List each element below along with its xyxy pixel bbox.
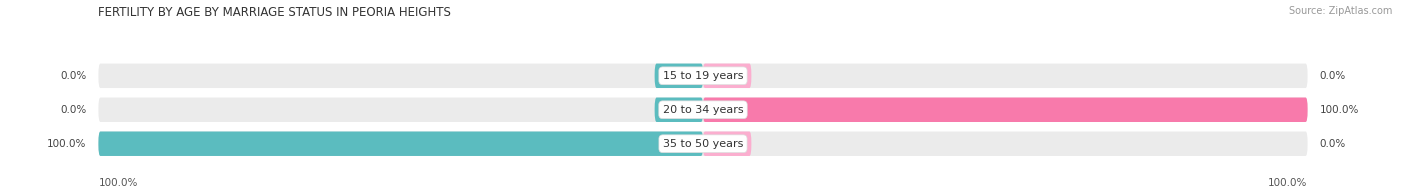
Text: 100.0%: 100.0%: [1268, 178, 1308, 188]
FancyBboxPatch shape: [655, 98, 703, 122]
FancyBboxPatch shape: [98, 98, 1308, 122]
Text: 100.0%: 100.0%: [1320, 105, 1360, 115]
FancyBboxPatch shape: [98, 132, 703, 156]
Text: 15 to 19 years: 15 to 19 years: [662, 71, 744, 81]
Text: 0.0%: 0.0%: [1320, 139, 1346, 149]
Text: FERTILITY BY AGE BY MARRIAGE STATUS IN PEORIA HEIGHTS: FERTILITY BY AGE BY MARRIAGE STATUS IN P…: [98, 6, 451, 19]
FancyBboxPatch shape: [703, 132, 751, 156]
Text: 0.0%: 0.0%: [60, 71, 86, 81]
FancyBboxPatch shape: [98, 132, 1308, 156]
Text: 20 to 34 years: 20 to 34 years: [662, 105, 744, 115]
Text: Source: ZipAtlas.com: Source: ZipAtlas.com: [1288, 6, 1392, 16]
FancyBboxPatch shape: [703, 64, 751, 88]
FancyBboxPatch shape: [655, 64, 703, 88]
Text: 0.0%: 0.0%: [60, 105, 86, 115]
FancyBboxPatch shape: [98, 64, 1308, 88]
FancyBboxPatch shape: [703, 98, 1308, 122]
Text: 0.0%: 0.0%: [1320, 71, 1346, 81]
Text: 100.0%: 100.0%: [98, 178, 138, 188]
Text: 100.0%: 100.0%: [46, 139, 86, 149]
Text: 35 to 50 years: 35 to 50 years: [662, 139, 744, 149]
